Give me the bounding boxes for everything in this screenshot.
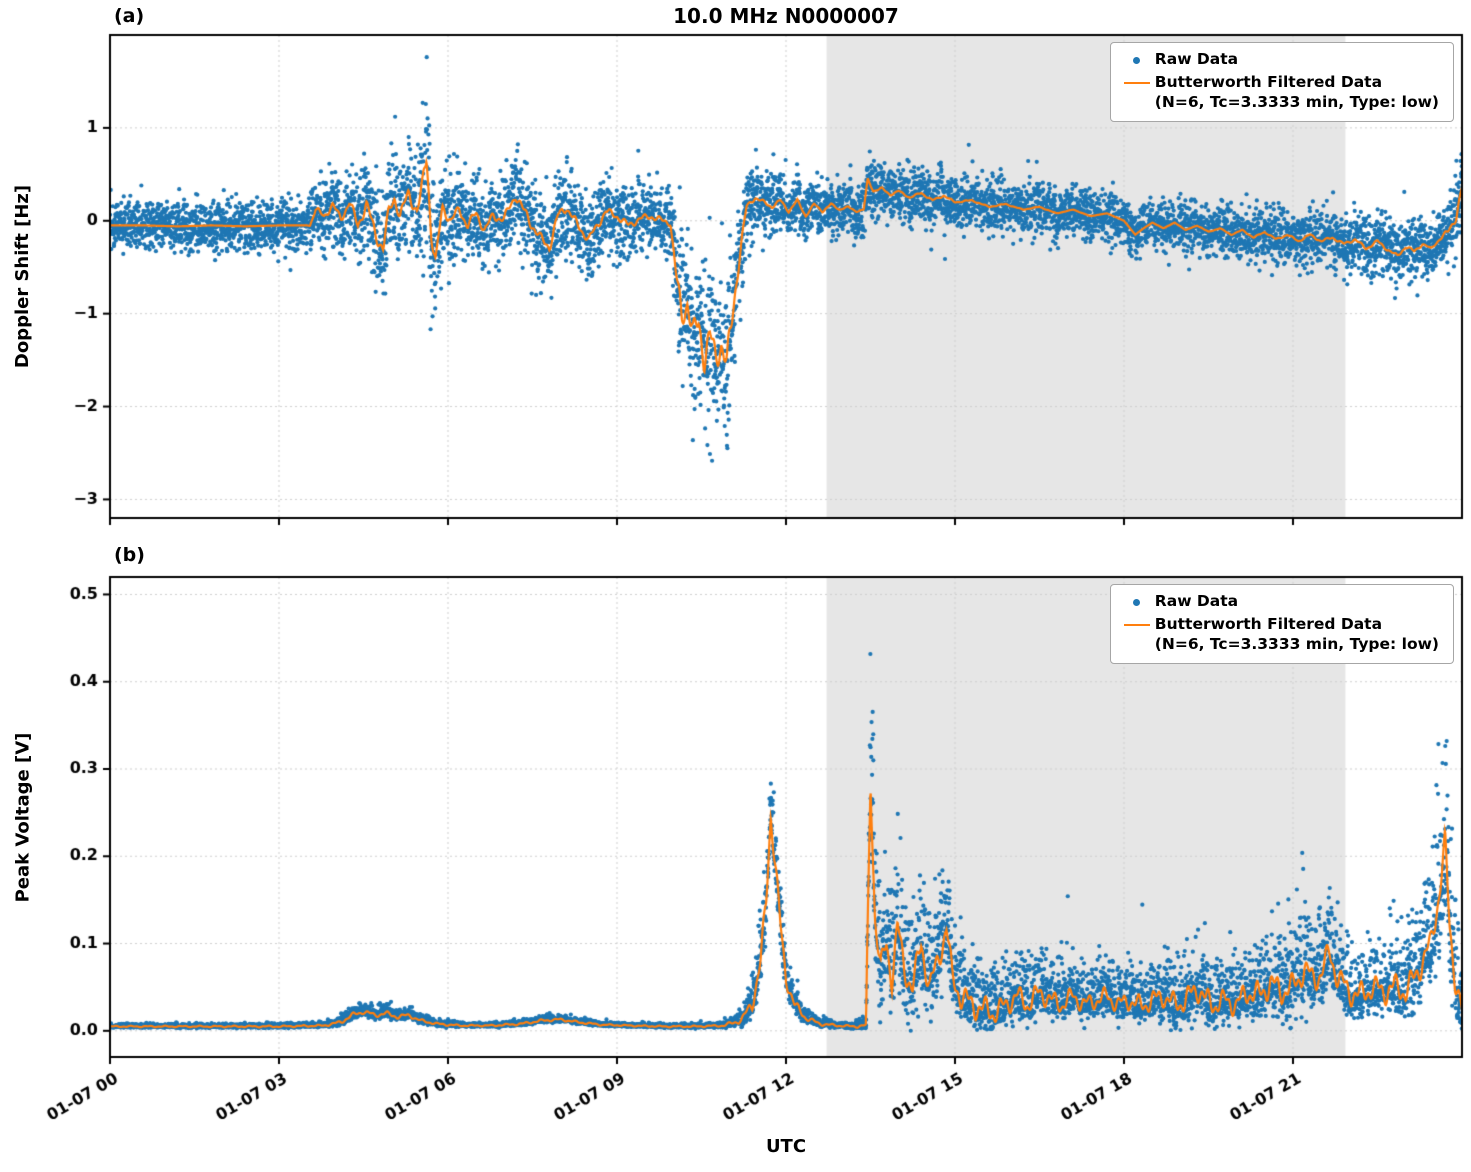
legend-entry-raw: Raw Data	[1119, 50, 1439, 69]
raw-data-marker-icon	[1133, 57, 1141, 64]
legend-panel-b: Raw Data Butterworth Filtered Data (N=6,…	[1109, 584, 1454, 665]
legend-entry-filtered: Butterworth Filtered Data (N=6, Tc=3.333…	[1119, 615, 1439, 654]
legend-filtered-label: Butterworth Filtered Data	[1154, 73, 1383, 92]
legend-filtered-params: (N=6, Tc=3.3333 min, Type: low)	[1154, 92, 1439, 111]
chart-title: 10.0 MHz N0000007	[673, 4, 899, 28]
legend-raw-label: Raw Data	[1154, 50, 1239, 68]
legend-raw-label: Raw Data	[1154, 592, 1239, 610]
legend-filtered-params: (N=6, Tc=3.3333 min, Type: low)	[1154, 634, 1439, 653]
legend-entry-filtered: Butterworth Filtered Data (N=6, Tc=3.333…	[1119, 73, 1439, 112]
raw-data-marker-icon	[1133, 599, 1141, 606]
y-axis-label-a: Doppler Shift [Hz]	[12, 184, 34, 369]
filtered-line-marker-icon	[1123, 82, 1150, 85]
x-axis-label: UTC	[765, 1136, 807, 1157]
y-axis-label-b: Peak Voltage [V]	[12, 732, 34, 902]
legend-filtered-label: Butterworth Filtered Data	[1154, 615, 1383, 634]
filtered-line-marker-icon	[1123, 624, 1150, 627]
panel-a-label: (a)	[114, 5, 145, 27]
panel-b-label: (b)	[114, 544, 145, 566]
legend-panel-a: Raw Data Butterworth Filtered Data (N=6,…	[1109, 42, 1454, 123]
legend-entry-raw: Raw Data	[1119, 592, 1439, 611]
